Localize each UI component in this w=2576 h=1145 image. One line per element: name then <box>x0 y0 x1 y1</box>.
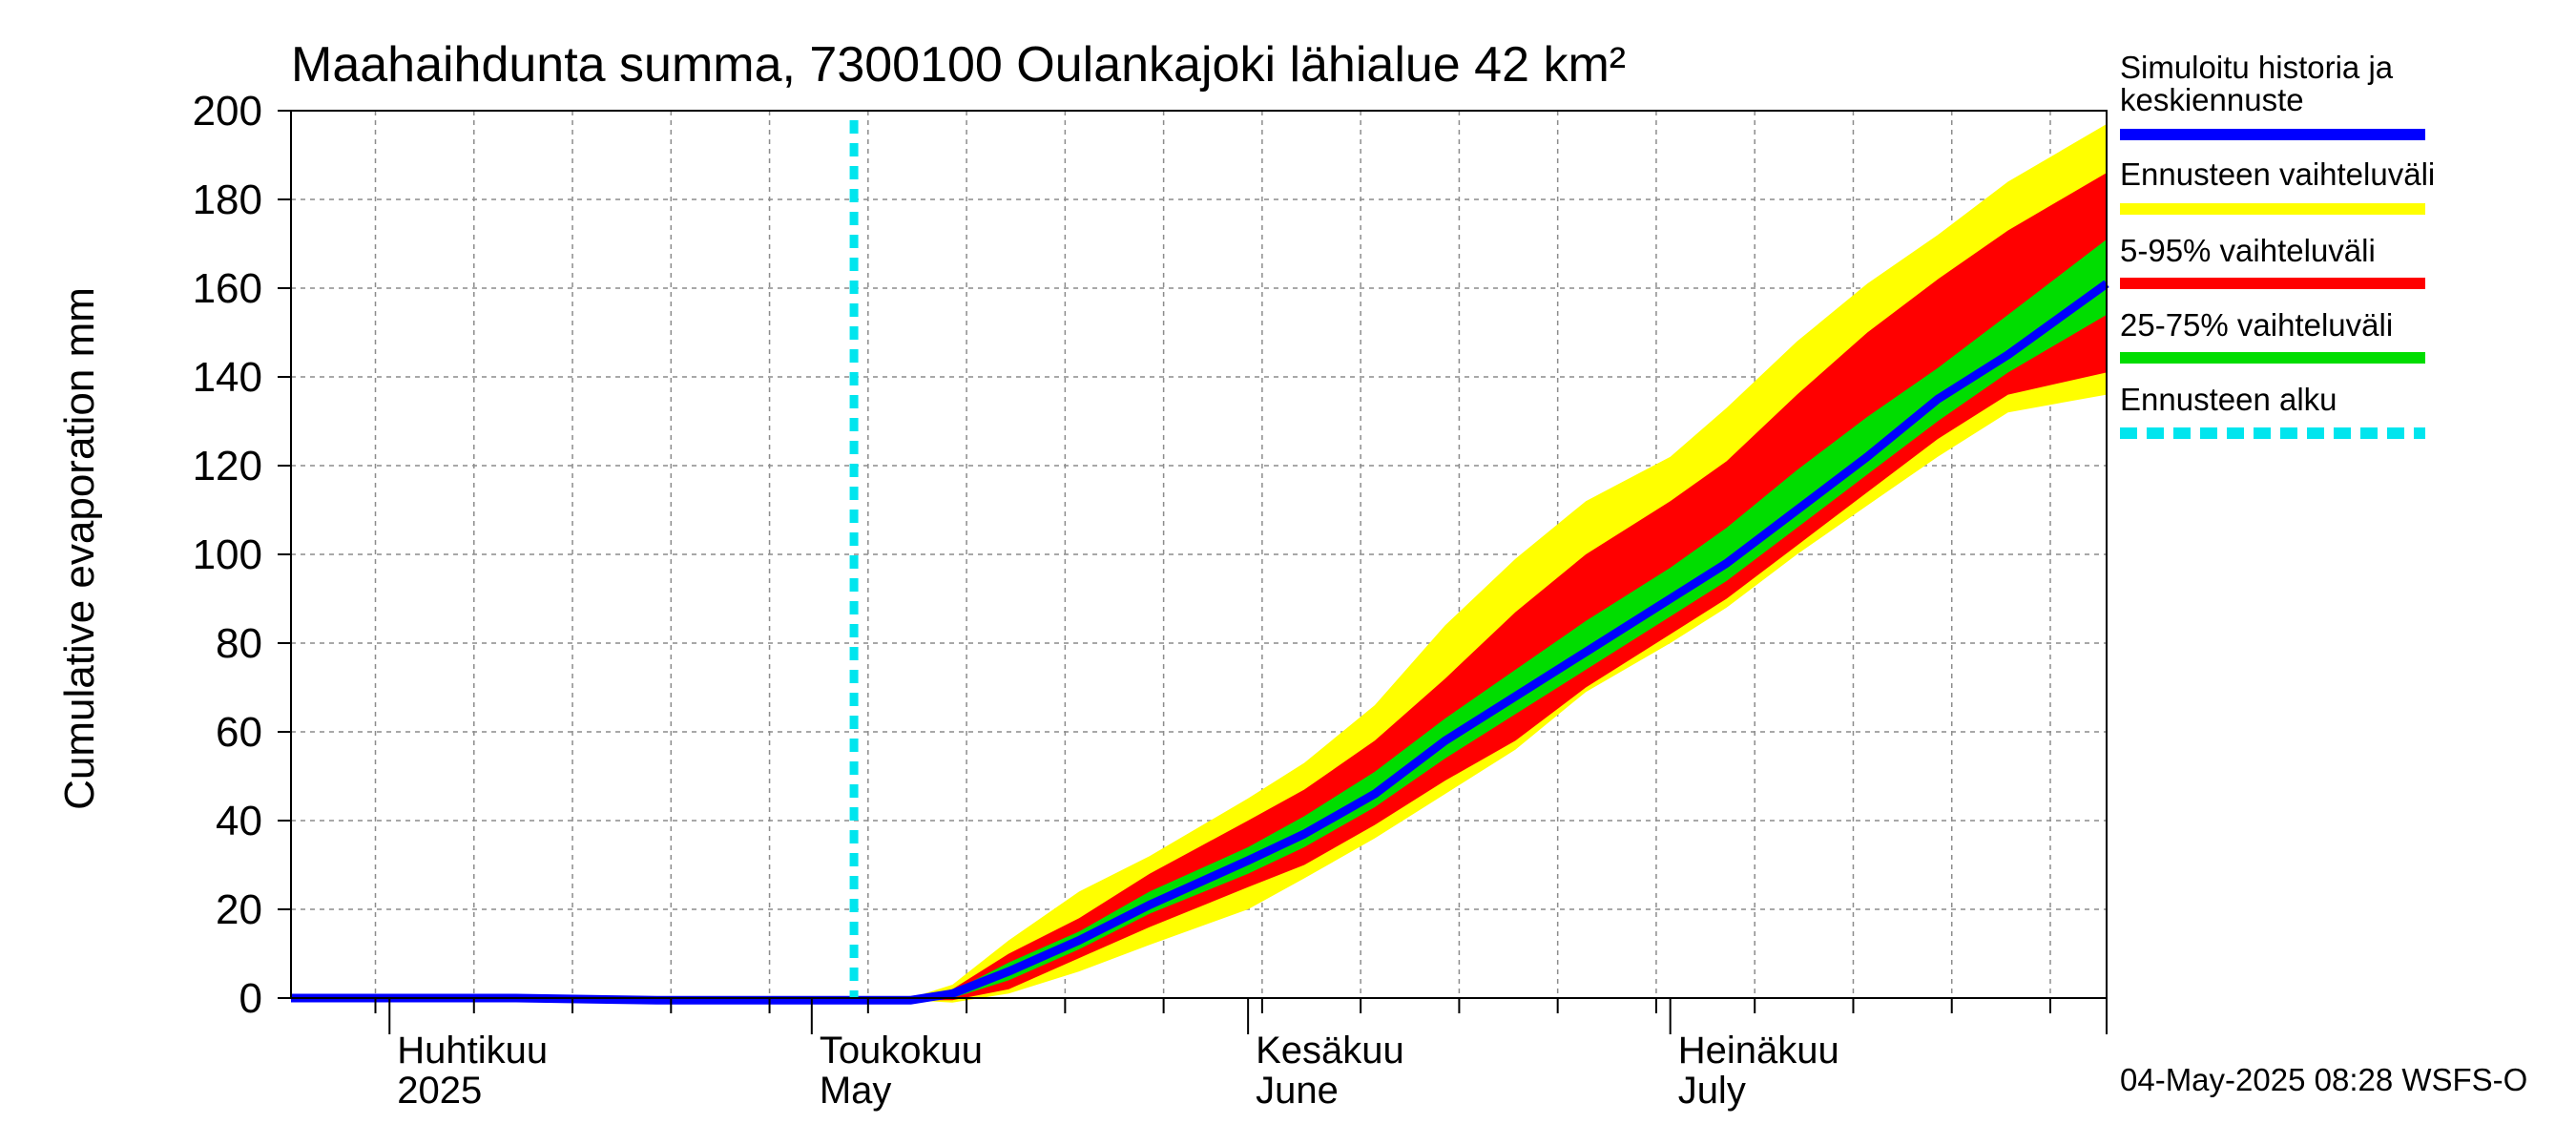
y-tick-label: 200 <box>193 88 262 135</box>
chart-title: Maahaihdunta summa, 7300100 Oulankajoki … <box>291 37 1626 93</box>
mean-series-line <box>291 280 2109 1005</box>
y-tick-label: 0 <box>239 975 262 1022</box>
month-label-secondary: 2025 <box>397 1070 482 1112</box>
month-label: Huhtikuu <box>397 1030 548 1072</box>
y-tick-label: 60 <box>216 709 262 756</box>
band-5-95-vaihteluv-li <box>854 173 2107 1001</box>
month-label: Heinäkuu <box>1678 1030 1839 1072</box>
month-label: Kesäkuu <box>1256 1030 1404 1072</box>
gridlines <box>291 111 2107 998</box>
legend-label: 5-95% vaihteluväli <box>2120 233 2376 268</box>
y-tick-label: 140 <box>193 354 262 401</box>
y-axis-label: Cumulative evaporation mm <box>56 287 103 810</box>
y-tick-label: 160 <box>193 265 262 312</box>
forecast-bands <box>854 124 2107 1003</box>
y-tick-label: 100 <box>193 531 262 578</box>
month-label: Toukokuu <box>820 1030 983 1072</box>
legend-label: Ennusteen vaihteluväli <box>2120 156 2435 192</box>
month-label-secondary: July <box>1678 1070 1746 1112</box>
legend-label: Simuloitu historia ja <box>2120 50 2394 85</box>
legend-label: Ennusteen alku <box>2120 382 2337 417</box>
month-label-secondary: June <box>1256 1070 1339 1112</box>
y-tick-label: 40 <box>216 798 262 844</box>
month-label-secondary: May <box>820 1070 892 1112</box>
y-tick-label: 20 <box>216 886 262 933</box>
y-tick-label: 180 <box>193 177 262 223</box>
y-tick-label: 80 <box>216 620 262 667</box>
series-lines <box>291 120 2109 1005</box>
y-tick-label: 120 <box>193 443 262 489</box>
legend-label: 25-75% vaihteluväli <box>2120 307 2393 343</box>
legend-label: keskiennuste <box>2120 82 2304 117</box>
band-ennusteen-vaihteluv-li <box>854 124 2107 1003</box>
y-axis-ticks: 0 20 40 60 80 100 120 140 160 180 200 <box>193 88 291 1022</box>
footer-timestamp: 04-May-2025 08:28 WSFS-O <box>2120 1062 2527 1097</box>
